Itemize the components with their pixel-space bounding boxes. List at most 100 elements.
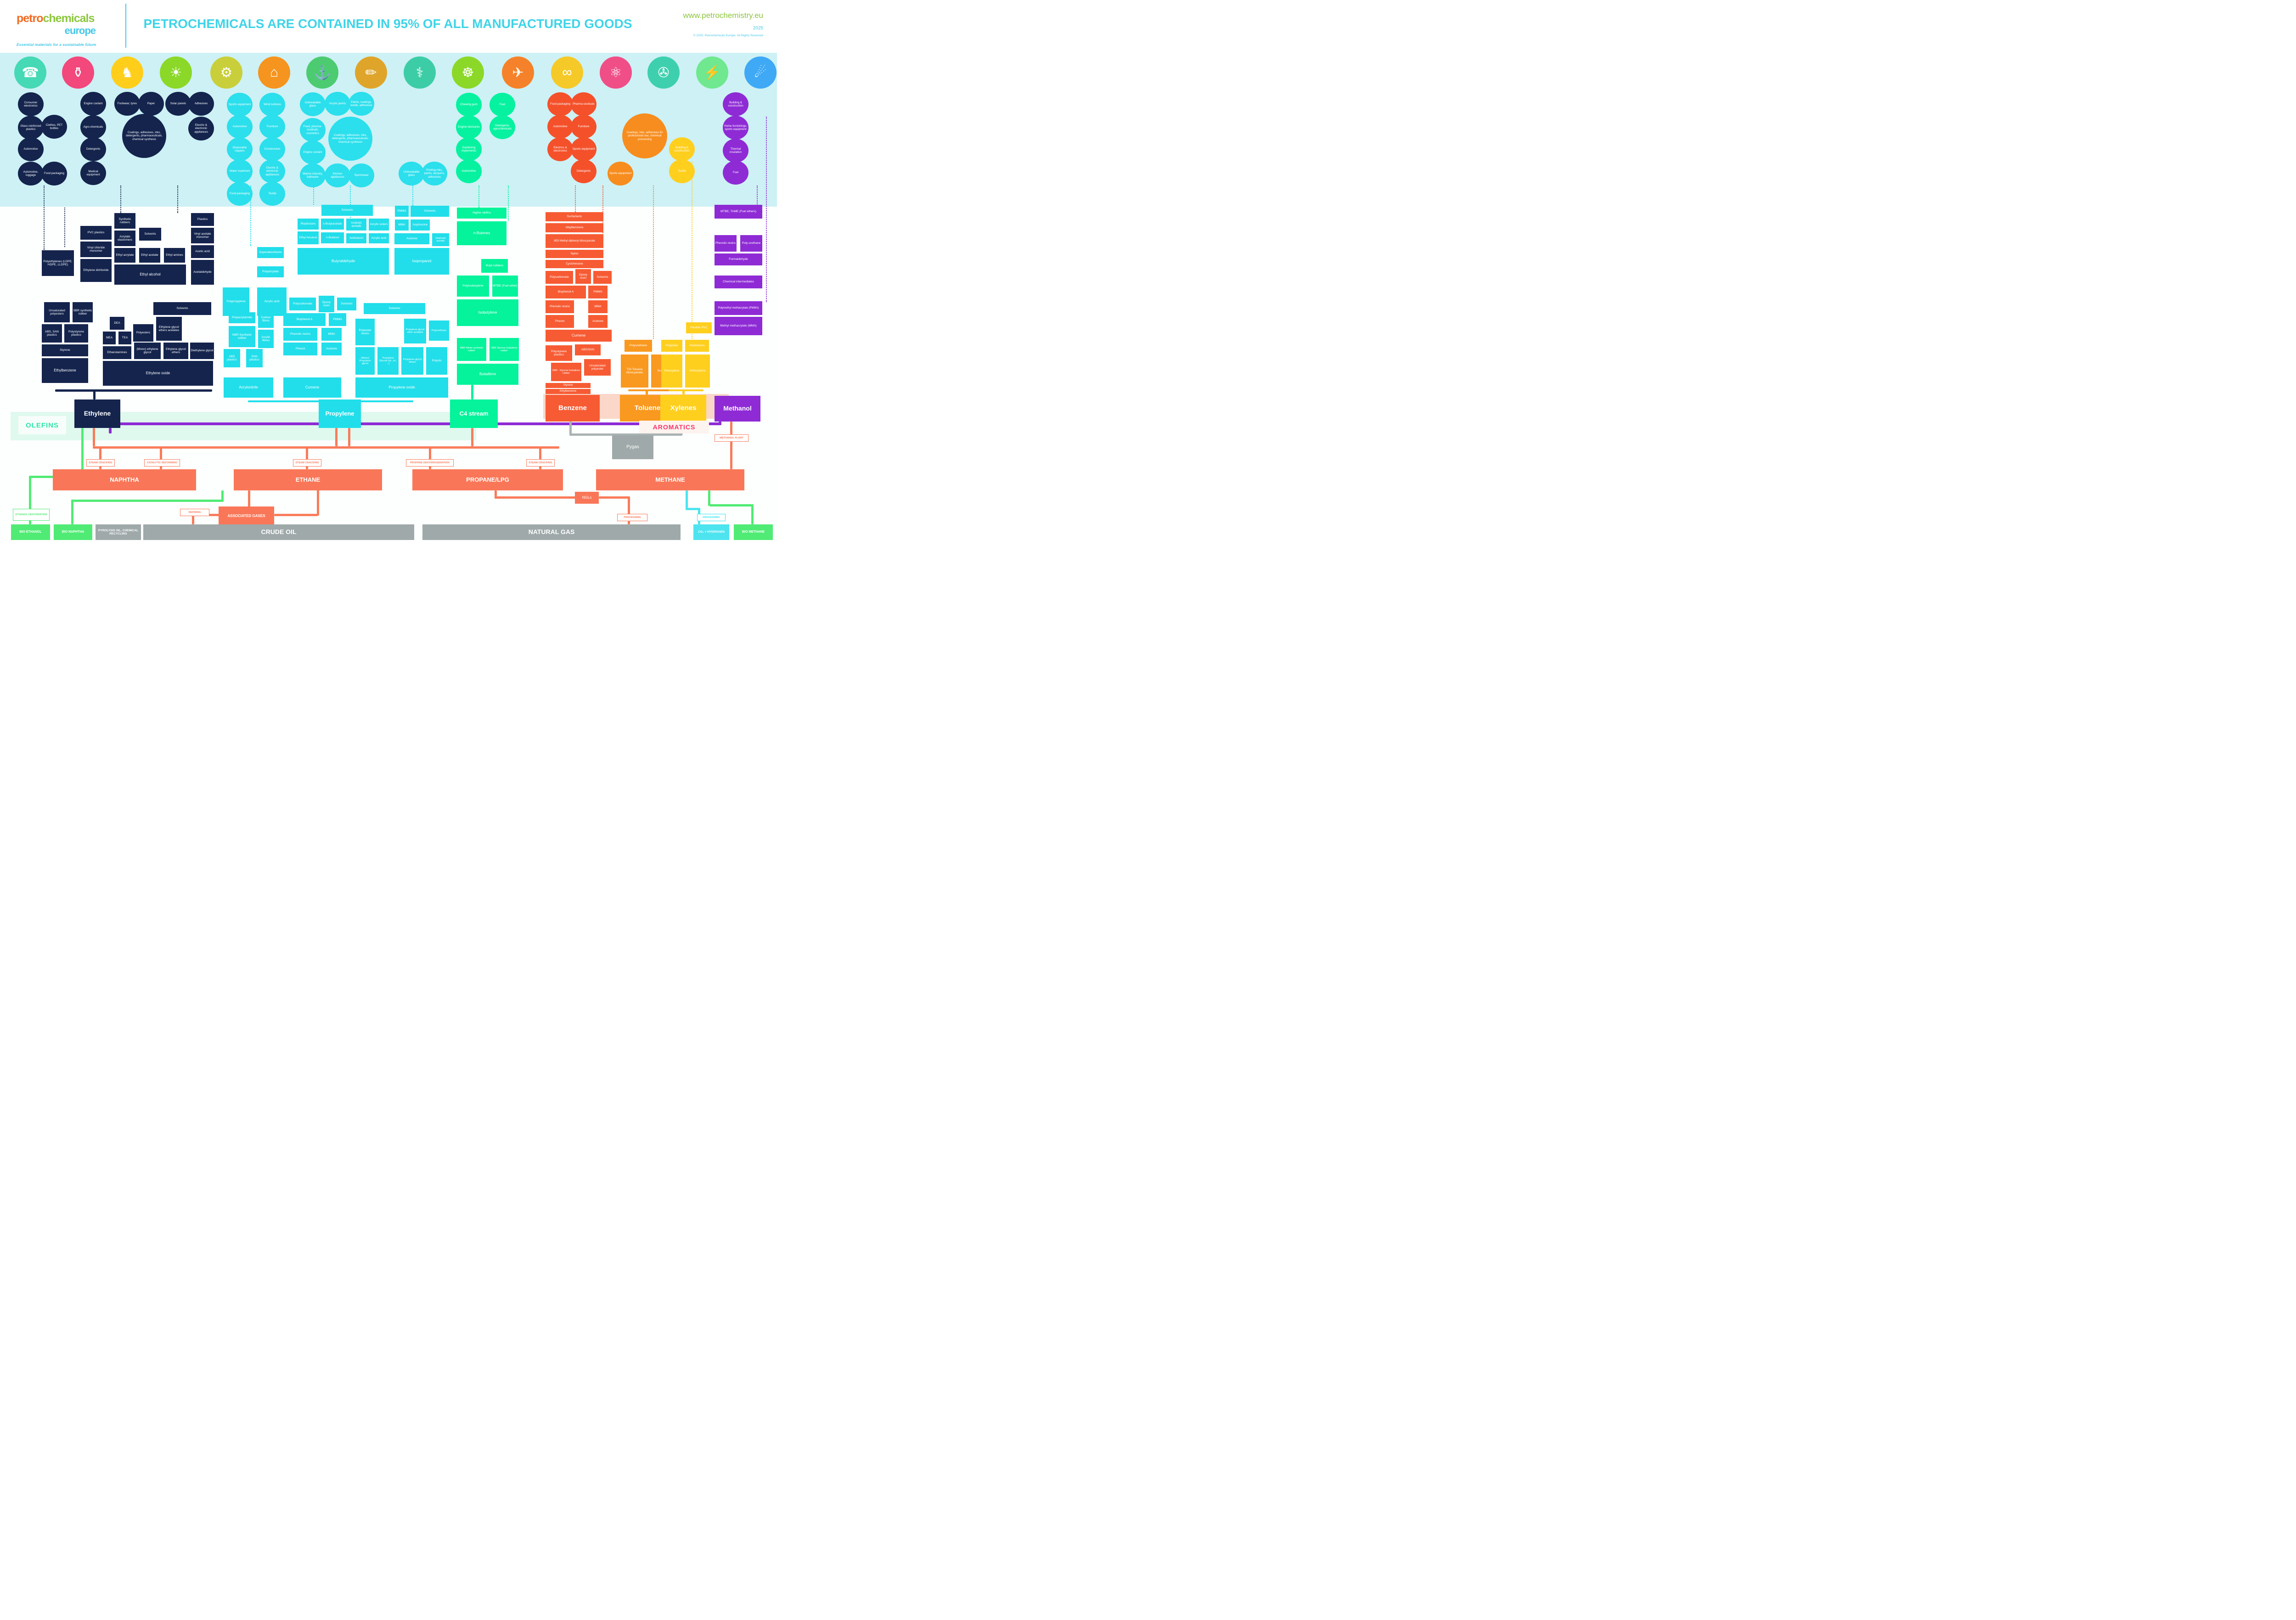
pmma-benzene: PMMA	[588, 286, 608, 298]
propane-dehydrogenation-label: PROPANE DEHYDROGENATION	[406, 459, 454, 467]
abs-san-plastics-box: ABS, SAN plastics	[42, 324, 62, 343]
ethyl-acetate-box: Ethyl acetate	[139, 248, 160, 263]
connector-line	[71, 500, 73, 524]
aromatics-label: AROMATICS	[639, 421, 709, 433]
textile-bubble: Textile	[669, 159, 695, 183]
dotted-connector	[653, 186, 654, 339]
ethanolamines-box: Ethanolamines	[103, 346, 131, 359]
marine-industry-bathware-bubble: Marine industry, bathware	[300, 163, 326, 187]
website-url[interactable]: www.petrochemistry.eu	[683, 11, 763, 20]
olefins-text: OLEFINS	[25, 421, 59, 429]
plastics-box: Plastics	[191, 213, 214, 226]
ethylbenzene-box: Ethylbenzene	[42, 358, 88, 383]
airplane-icon: ✈	[502, 56, 534, 89]
butyl-rubbers-box: Butyl rubbers	[481, 259, 508, 273]
aromatics-text: AROMATICS	[653, 423, 696, 431]
polyurethane-toluene: Polyurethane	[625, 340, 652, 352]
electrics-electronics-bubble: Electrics & electronics	[547, 137, 573, 161]
rocket-icon: ☄	[744, 56, 777, 89]
bio-methane-box: BIO METHANE	[734, 524, 773, 540]
connector-line	[686, 508, 699, 510]
styrene-benzene: Styrene	[546, 383, 591, 388]
dotted-connector	[250, 186, 251, 246]
acrylic-fibres-box: Acrylic fibres	[258, 330, 274, 348]
poster-title: PETROCHEMICALS ARE CONTAINED IN 95% OF A…	[143, 17, 632, 31]
cumene-box: Cumene	[283, 377, 341, 398]
footwear-icon-glyph: ♞	[121, 65, 134, 80]
electric-electronic-appliances-bubble: Electric & electronic appliances	[259, 159, 285, 183]
propylene-glycol-ethers-box: Propylene glycol ethers	[401, 347, 423, 375]
thermal-insulation-bubble: Thermal insulation	[723, 139, 748, 163]
abs-san-box: ABS/SAN	[575, 344, 601, 355]
dotted-connector	[120, 186, 121, 213]
home-furnishings-sports-equipment-bubble: Home furnishings, sports equipment	[723, 116, 748, 140]
unsaturated-polyesters-box: Unsaturated polyesters	[44, 302, 70, 322]
ethane-box: ETHANE	[234, 469, 382, 490]
sports-equipment-bubble: Sports equipment	[571, 137, 597, 161]
furniture-bubble: Furniture	[571, 115, 597, 139]
connector-line	[274, 514, 318, 516]
mtbe-tame-fuel-ethers-box: MTBE, TAME (Fuel ethers)	[715, 205, 762, 219]
mea-box: MEA	[103, 332, 116, 344]
acetaldehyde-box: Acetaldehyde	[191, 260, 214, 285]
butyraldehyde-box: Butyraldehyde	[298, 248, 389, 275]
textile-bubble: Textile	[259, 182, 285, 206]
connector-line	[348, 428, 350, 446]
glasses-icon-glyph: ∞	[562, 65, 572, 80]
building-icon-glyph: ⌂	[270, 65, 279, 80]
isopropyl-acetate-box: Isopropyl acetate	[432, 233, 449, 246]
detergents-bubble: Detergents	[80, 137, 106, 161]
superabsorbents-box: Superabsorbents	[257, 247, 284, 258]
connector-line	[628, 389, 672, 391]
solvents-isopropanol: Solvents	[411, 206, 449, 217]
polystyrene-plastics-box: Polystyrene plastics	[64, 324, 88, 343]
acetone-benzene: Acetone	[588, 315, 608, 328]
methane-box: METHANE	[596, 469, 744, 490]
phenol-box: Phenol	[283, 343, 317, 355]
natural-gas-box: NATURAL GAS	[422, 524, 681, 540]
pharma-ceuticals-bubble: Pharma-ceuticals	[571, 92, 597, 116]
connector-line	[71, 500, 224, 502]
connector-line	[93, 390, 96, 399]
phenolic-resins-methanol: Phenolic resins	[715, 235, 737, 252]
carbon-fibres-box: Carbon fibres	[258, 310, 274, 328]
ethylene-glycol-ethers-box: Ethylene glycol ethers	[163, 343, 188, 359]
dotted-connector	[313, 186, 314, 205]
xylenes-box: Xylenes	[660, 395, 706, 422]
polyurethane-methanol: Poly-urethane	[740, 235, 762, 252]
solvents-butyraldehyde: Solvents	[321, 205, 373, 216]
sportswear-bubble: Sportswear	[349, 163, 374, 187]
ethylene-glycol-ethers-acetates-box: Ethylene glycol ethers acetates	[156, 317, 182, 341]
steam-cracking-label-2: STEAM CRACKING	[293, 459, 321, 467]
vinyl-acetate-monomer-box: Vinyl acetate monomer	[191, 228, 214, 243]
consumer-electronics-bubble: Consumer electronics	[18, 92, 44, 116]
isobutyl-acetate-box: Isobutyl acetate	[346, 219, 366, 231]
processing-label-orange: PROCESSING	[617, 514, 647, 521]
copyright-text: © 2025, Petrochemicals Europe, All Right…	[693, 34, 763, 37]
mma-cumene: MMA	[321, 328, 342, 341]
disposable-nappies-bubble: Disposable nappies	[227, 137, 253, 161]
bisphenol-a-box: Bisphenol A	[283, 313, 326, 326]
agro-chemicals-bubble: Agro-chemicals	[80, 115, 106, 139]
polyisobutylene-box: Polyisobutylene	[457, 276, 489, 297]
tdi-toluene-diisocyanate-box: TDI Toluene diisocyanate	[621, 354, 648, 388]
airplane-icon-glyph: ✈	[512, 65, 524, 80]
logo-petro: petro	[17, 12, 43, 25]
connector-line	[709, 504, 752, 506]
bio-ethanol-box: BIO ETHANOL	[11, 524, 50, 540]
polypropylene-box: Polypropylene	[223, 287, 249, 316]
associated-gases-box: ASSOCIATED GASES	[219, 506, 274, 526]
c4-stream-box: C4 stream	[450, 399, 498, 428]
coatings-adhesives-inks-bubble-2: Coatings, adhesives, inks, detergents, p…	[328, 117, 372, 161]
dotted-connector	[575, 186, 576, 212]
petrochemicals-flowchart-poster: OLEFINS AROMATICS petrochemicals europe …	[0, 0, 777, 540]
synthetic-rubbers-box: Synthetic rubbers	[114, 213, 135, 229]
connector-line	[686, 490, 688, 510]
connector-line	[495, 490, 497, 499]
polymethyl-methacrylate-pmma-box: Polymethyl methacrylate (PMMA)	[715, 301, 762, 315]
crude-oil-box: CRUDE OIL	[143, 524, 414, 540]
coatings-adhesives-inks-bubble: Coatings, adhesives, inks, detergents, p…	[122, 114, 166, 158]
phenolic-resins-box: Phenolic resins	[283, 328, 317, 341]
san-plastics-box: SAN plastics	[246, 349, 263, 367]
solar-panel-icon-glyph: ☀	[169, 65, 182, 80]
